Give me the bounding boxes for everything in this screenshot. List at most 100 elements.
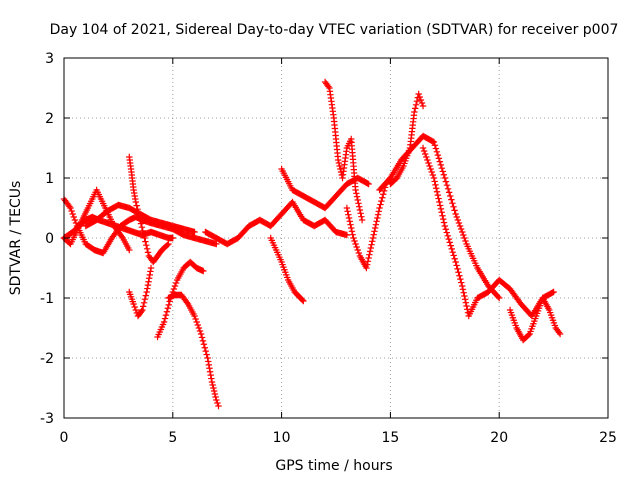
data-point <box>443 229 450 236</box>
data-point <box>453 262 460 269</box>
y-tick-label: -3 <box>40 411 54 427</box>
data-point <box>142 292 150 299</box>
data-point <box>460 289 467 296</box>
series-arc-12 <box>321 78 366 224</box>
data-point <box>212 393 219 401</box>
data-point <box>299 296 306 304</box>
data-point <box>439 168 447 175</box>
data-point <box>449 248 456 256</box>
data-point <box>374 211 382 218</box>
data-point <box>453 213 460 221</box>
data-point <box>349 231 356 238</box>
data-point <box>325 83 332 90</box>
data-point <box>206 365 213 372</box>
data-point <box>429 171 437 179</box>
data-point <box>423 153 430 161</box>
data-point <box>335 159 343 167</box>
series-arc-10 <box>267 234 307 305</box>
data-point <box>372 221 380 228</box>
data-point <box>162 311 170 319</box>
y-axis-label: SDTVAR / TECUs <box>8 181 24 296</box>
data-point <box>194 321 202 329</box>
data-point <box>207 371 214 379</box>
data-point <box>136 216 144 224</box>
data-point <box>142 238 149 245</box>
data-point <box>436 158 444 165</box>
data-point <box>196 327 204 335</box>
data-point <box>427 165 434 173</box>
data-point <box>459 228 466 236</box>
data-point <box>202 347 209 355</box>
data-point <box>377 201 384 208</box>
data-point <box>494 293 502 300</box>
data-point <box>355 249 363 257</box>
data-point <box>346 218 353 225</box>
data-point <box>348 224 355 232</box>
data-point <box>459 286 467 293</box>
data-point <box>193 318 200 326</box>
data-point <box>436 198 443 206</box>
data-point <box>550 288 557 296</box>
data-point <box>139 227 146 234</box>
data-point <box>347 221 354 228</box>
data-point <box>208 375 215 382</box>
data-point <box>131 303 138 311</box>
data-point <box>70 213 77 221</box>
axis-ticks: 0 5 10 15 20 25 -3 -2 -1 0 1 2 3 <box>40 51 617 446</box>
data-point <box>442 226 449 233</box>
data-point <box>461 296 469 303</box>
data-point <box>371 224 379 232</box>
data-point <box>66 203 73 210</box>
data-point <box>300 297 307 305</box>
data-point <box>434 191 442 199</box>
series-arc-5 <box>126 153 172 266</box>
data-point <box>138 224 146 231</box>
data-point <box>412 105 419 112</box>
data-point <box>450 203 457 210</box>
data-point <box>457 275 464 283</box>
data-point <box>435 155 443 162</box>
data-point <box>72 219 80 227</box>
data-point <box>374 214 381 222</box>
data-point <box>376 204 383 212</box>
data-point <box>132 198 140 206</box>
data-point <box>432 181 439 189</box>
data-point <box>160 318 168 326</box>
data-point <box>426 162 433 170</box>
data-point <box>461 292 468 300</box>
data-point <box>68 207 75 215</box>
data-point <box>419 102 427 110</box>
data-point <box>435 195 442 202</box>
data-point <box>209 381 216 389</box>
data-point <box>171 282 179 290</box>
data-point <box>430 174 438 182</box>
data-point <box>447 242 454 249</box>
data-point <box>164 241 171 249</box>
data-point <box>183 299 191 306</box>
data-point <box>133 202 140 209</box>
data-point <box>420 147 428 155</box>
data-point <box>161 315 169 322</box>
y-tick-label: 3 <box>45 51 54 67</box>
data-point <box>456 272 463 279</box>
data-point <box>354 196 361 204</box>
data-point <box>143 242 150 249</box>
data-point <box>344 208 351 215</box>
data-point <box>355 200 362 207</box>
data-point <box>214 399 221 407</box>
x-tick-label: 20 <box>490 430 508 446</box>
data-point <box>353 243 360 251</box>
data-points <box>60 78 564 410</box>
data-point <box>437 161 445 169</box>
data-point <box>452 210 459 218</box>
data-point <box>345 214 353 222</box>
data-point <box>437 205 445 213</box>
data-point <box>198 334 206 341</box>
data-point <box>444 232 451 240</box>
data-point <box>137 220 145 227</box>
data-point <box>369 234 377 242</box>
data-point <box>461 234 468 242</box>
series-arc-8 <box>165 291 222 410</box>
